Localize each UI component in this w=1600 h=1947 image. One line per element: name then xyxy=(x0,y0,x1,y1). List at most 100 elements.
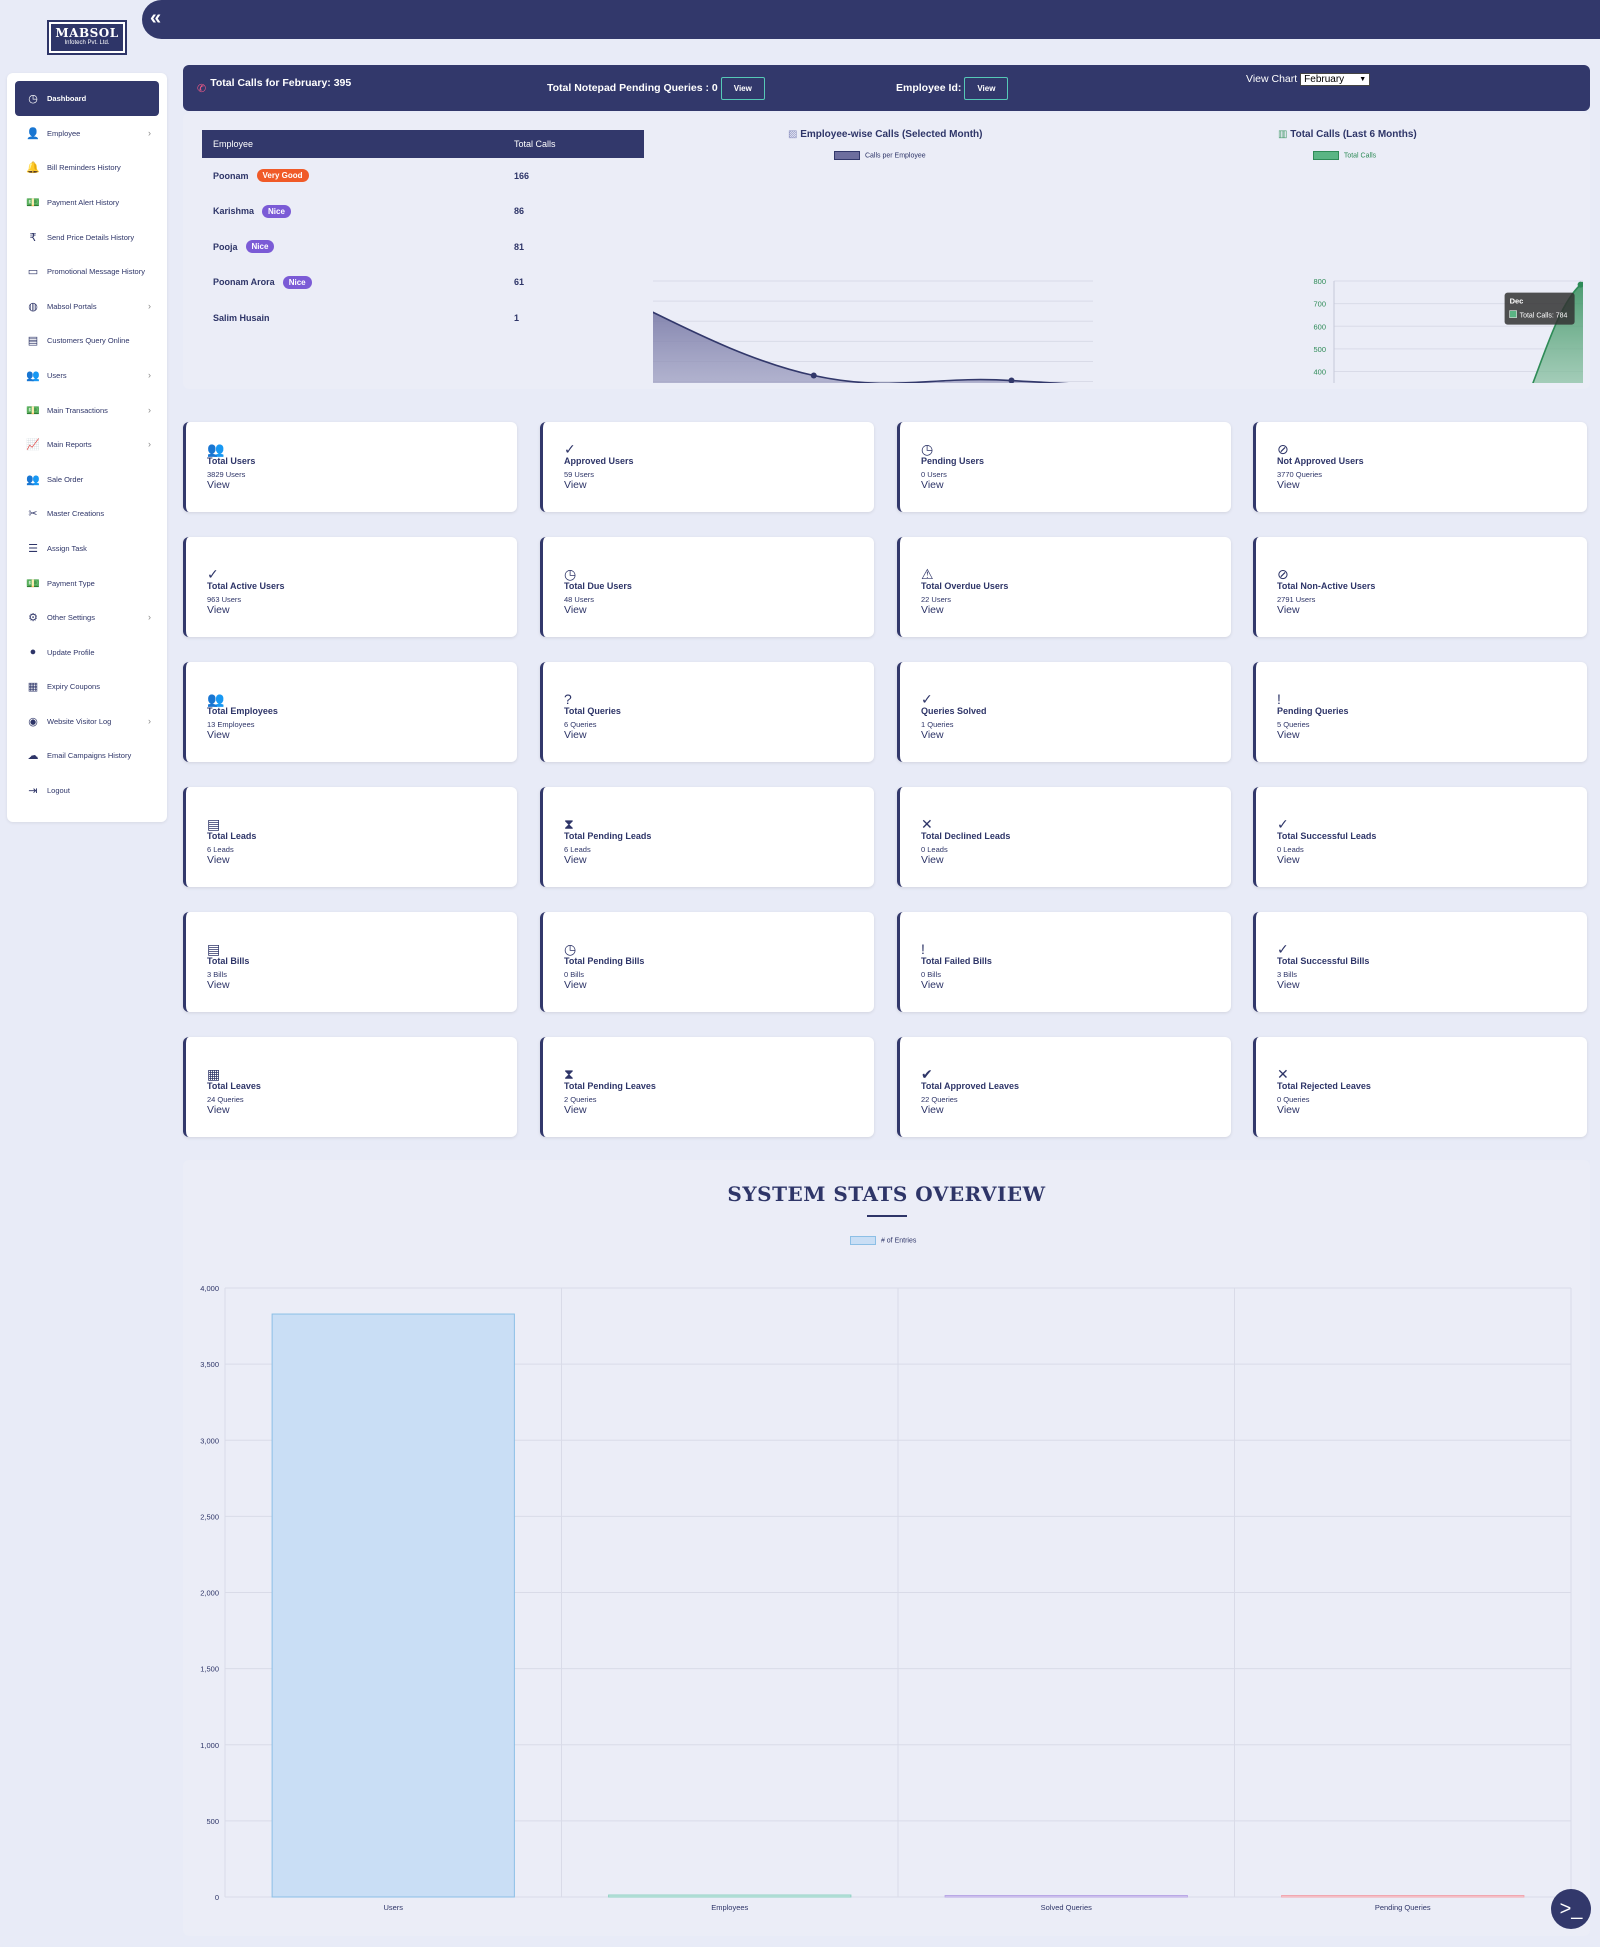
stat-card-total-leaves: ▦ Total Leaves 24 Queries View xyxy=(183,1037,517,1137)
sidebar-item-other-settings[interactable]: ⚙ Other Settings › xyxy=(15,600,159,635)
card-view-link[interactable]: View xyxy=(564,729,587,741)
y-tick-label: 2,000 xyxy=(200,1589,219,1598)
terminal-button[interactable]: >_ xyxy=(1551,1889,1591,1929)
card-title: Total Approved Leaves xyxy=(921,1081,1020,1091)
card-title: Total Queries xyxy=(564,706,621,716)
table-row: Pooja Nice 81 xyxy=(202,229,644,265)
monthly-chart-title: ▥ Total Calls (Last 6 Months) xyxy=(1278,129,1417,140)
hourglass-icon: ⧗ xyxy=(564,816,574,832)
file-user-icon: ▤ xyxy=(207,816,221,832)
y-tick-label: 400 xyxy=(1313,368,1326,377)
sidebar-item-payment-alert-history[interactable]: 💵 Payment Alert History xyxy=(15,185,159,220)
card-view-link[interactable]: View xyxy=(921,1104,944,1116)
card-view-link[interactable]: View xyxy=(207,979,230,991)
sidebar-item-label: Promotional Message History xyxy=(47,267,145,277)
legend-swatch xyxy=(850,1236,876,1245)
file-icon: ▤ xyxy=(207,941,221,957)
brand-logo[interactable]: MABSOL Infotech Pvt. Ltd. xyxy=(47,20,127,55)
employee-name: Salim Husain xyxy=(213,312,270,323)
logout-icon: ⇥ xyxy=(28,785,38,798)
card-view-link[interactable]: View xyxy=(207,854,230,866)
bell-icon: 🔔 xyxy=(26,162,40,175)
sidebar-item-assign-task[interactable]: ☰ Assign Task xyxy=(15,531,159,566)
employee-view-button[interactable]: View xyxy=(964,76,1009,100)
sidebar-item-label: Website Visitor Log xyxy=(47,716,112,726)
x-tick-label: Solved Queries xyxy=(1041,1903,1093,1912)
card-view-link[interactable]: View xyxy=(1277,979,1300,991)
employee-chart-legend[interactable]: Calls per Employee xyxy=(834,151,926,160)
sidebar-item-main-transactions[interactable]: 💵 Main Transactions › xyxy=(15,393,159,428)
bar[interactable] xyxy=(1281,1895,1525,1898)
sidebar-item-logout[interactable]: ⇥ Logout xyxy=(15,773,159,808)
tooltip-title: Dec xyxy=(1510,297,1524,306)
y-tick-label: 0 xyxy=(215,1893,219,1902)
sidebar-item-update-profile[interactable]: ● Update Profile xyxy=(15,635,159,670)
card-view-link[interactable]: View xyxy=(1277,729,1300,741)
card-view-link[interactable]: View xyxy=(564,854,587,866)
notepad-view-button[interactable]: View xyxy=(720,76,765,100)
sidebar-item-expiry-coupons[interactable]: ▦ Expiry Coupons xyxy=(15,670,159,705)
stat-card-total-leads: ▤ Total Leads 6 Leads View xyxy=(183,787,517,887)
card-view-link[interactable]: View xyxy=(921,854,944,866)
month-select-value: February xyxy=(1304,74,1345,85)
card-view-link[interactable]: View xyxy=(564,979,587,991)
y-tick-label: 600 xyxy=(1313,322,1326,331)
sidebar-item-sale-order[interactable]: 👥 Sale Order xyxy=(15,462,159,497)
stats-chart-legend[interactable]: # of Entries xyxy=(850,1236,916,1245)
x-tick-label: Employees xyxy=(711,1903,748,1912)
data-point[interactable] xyxy=(1008,377,1015,383)
sidebar-item-label: Customers Query Online xyxy=(47,336,130,346)
card-view-link[interactable]: View xyxy=(564,479,587,491)
sidebar-item-payment-type[interactable]: 💵 Payment Type xyxy=(15,566,159,601)
data-point[interactable] xyxy=(810,372,817,379)
bar[interactable] xyxy=(271,1313,515,1898)
card-view-link[interactable]: View xyxy=(921,729,944,741)
sidebar-item-send-price-details-history[interactable]: ₹ Send Price Details History xyxy=(15,220,159,255)
card-view-link[interactable]: View xyxy=(1277,479,1300,491)
card-view-link[interactable]: View xyxy=(207,1104,230,1116)
sidebar-item-employee[interactable]: 👤 Employee › xyxy=(15,116,159,151)
card-view-link[interactable]: View xyxy=(1277,1104,1300,1116)
card-view-link[interactable]: View xyxy=(207,729,230,741)
collapse-sidebar-icon[interactable]: « xyxy=(150,7,162,29)
sidebar-item-customers-query-online[interactable]: ▤ Customers Query Online xyxy=(15,324,159,359)
employee-name: Poonam xyxy=(213,170,249,181)
month-select[interactable]: February ▼ xyxy=(1300,73,1371,86)
bar[interactable] xyxy=(608,1894,852,1898)
card-view-link[interactable]: View xyxy=(207,479,230,491)
card-title: Total Rejected Leaves xyxy=(1277,1081,1371,1091)
card-view-link[interactable]: View xyxy=(921,479,944,491)
card-view-link[interactable]: View xyxy=(921,979,944,991)
sidebar-item-mabsol-portals[interactable]: ◍ Mabsol Portals › xyxy=(15,289,159,324)
card-view-link[interactable]: View xyxy=(207,604,230,616)
sidebar-item-users[interactable]: 👥 Users › xyxy=(15,358,159,393)
card-title: Not Approved Users xyxy=(1277,456,1364,466)
card-title: Total Non-Active Users xyxy=(1277,581,1376,591)
card-view-link[interactable]: View xyxy=(1277,854,1300,866)
card-view-link[interactable]: View xyxy=(1277,604,1300,616)
y-tick-label: 4,000 xyxy=(200,1284,219,1293)
calls-cell: 61 xyxy=(514,277,525,288)
sidebar-item-website-visitor-log[interactable]: ◉ Website Visitor Log › xyxy=(15,704,159,739)
employee-cell: Poonam Arora Nice xyxy=(202,275,514,289)
group-icon: 👥 xyxy=(26,473,40,486)
stats-title: SYSTEM STATS OVERVIEW xyxy=(727,1182,1046,1206)
y-tick-label: 2,500 xyxy=(200,1512,219,1521)
bar[interactable] xyxy=(944,1895,1188,1898)
data-point[interactable] xyxy=(1577,281,1583,288)
user-check-icon: ✓ xyxy=(564,441,576,457)
sidebar-item-bill-reminders-history[interactable]: 🔔 Bill Reminders History xyxy=(15,151,159,186)
sidebar-item-dashboard[interactable]: ◷ Dashboard xyxy=(15,81,159,116)
monthly-chart-legend[interactable]: Total Calls xyxy=(1313,151,1376,160)
card-view-link[interactable]: View xyxy=(564,1104,587,1116)
card-view-link[interactable]: View xyxy=(921,604,944,616)
card-view-link[interactable]: View xyxy=(564,604,587,616)
sidebar-item-email-campaigns-history[interactable]: ☁ Email Campaigns History xyxy=(15,739,159,774)
stat-card-approved-users: ✓ Approved Users 59 Users View xyxy=(540,422,874,512)
card-count: 5 Queries xyxy=(1277,720,1310,729)
card-count: 6 Leads xyxy=(564,845,591,854)
card-title: Total Employees xyxy=(207,706,278,716)
sidebar-item-master-creations[interactable]: ✂ Master Creations xyxy=(15,497,159,532)
sidebar-item-promotional-message-history[interactable]: ▭ Promotional Message History xyxy=(15,254,159,289)
sidebar-item-main-reports[interactable]: 📈 Main Reports › xyxy=(15,427,159,462)
